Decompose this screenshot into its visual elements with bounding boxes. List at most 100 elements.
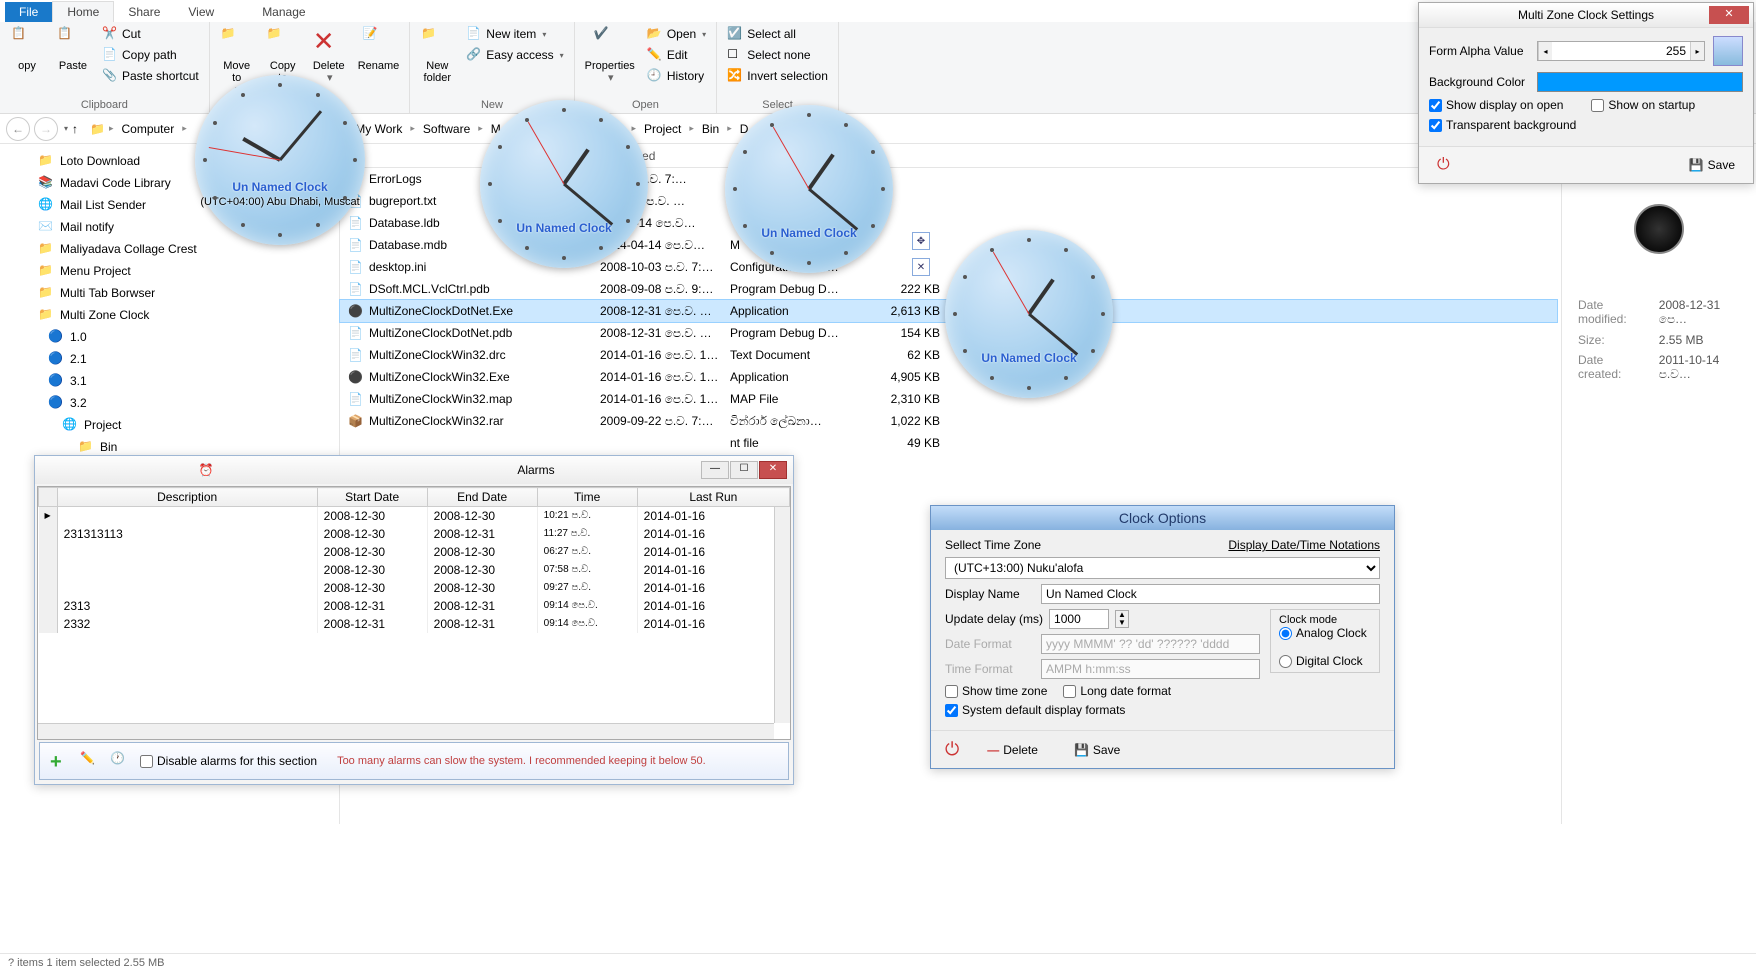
alarm-row[interactable]: 2008-12-302008-12-3009:27 ප.ව.2014-01-16	[39, 579, 790, 597]
tree-item[interactable]: 📁Multi Tab Borwser	[0, 282, 339, 304]
select-none-button[interactable]: ☐Select none	[723, 45, 832, 65]
edit-alarm-button[interactable]: ✏️	[80, 751, 100, 771]
new-item-button[interactable]: 📄New item▾	[462, 24, 567, 44]
clock-options-title: Clock Options	[931, 506, 1394, 530]
cut-button[interactable]: ✂️Cut	[98, 24, 203, 44]
analog-clock-1[interactable]: Un Named Clock(UTC+04:00) Abu Dhabi, Mus…	[195, 75, 365, 245]
analog-clock-4[interactable]: Un Named Clock	[945, 230, 1113, 398]
long-date-checkbox[interactable]: Long date format	[1063, 684, 1171, 698]
paste-shortcut-button[interactable]: 📎Paste shortcut	[98, 66, 203, 86]
breadcrumb-bin[interactable]: Bin	[698, 122, 723, 136]
alarm-row[interactable]: 2008-12-302008-12-3006:27 ප.ව.2014-01-16	[39, 543, 790, 561]
timezone-select[interactable]: (UTC+13:00) Nuku'alofa	[945, 557, 1380, 579]
alarms-window: ⏰ Alarms — ☐ ✕ Description Start Date En…	[34, 455, 794, 785]
show-on-open-checkbox[interactable]: Show display on open	[1429, 98, 1563, 112]
delete-button[interactable]: —Delete	[979, 740, 1046, 760]
details-pane: Date modified:2008-12-31 පෙ… Size:2.55 M…	[1561, 144, 1756, 824]
copy-button[interactable]: 📋opy	[6, 24, 48, 74]
scrollbar-horizontal[interactable]	[38, 723, 774, 739]
time-format-input[interactable]	[1041, 659, 1260, 679]
disable-alarms-checkbox[interactable]: Disable alarms for this section	[140, 754, 317, 768]
spin-right-button[interactable]: ▸	[1690, 42, 1704, 60]
paste-button[interactable]: 📋Paste	[52, 24, 94, 74]
alarms-grid[interactable]: Description Start Date End Date Time Las…	[37, 486, 791, 740]
invert-selection-button[interactable]: 🔀Invert selection	[723, 66, 832, 86]
save-button[interactable]: 💾Save	[1681, 153, 1743, 177]
tree-item[interactable]: 📁Menu Project	[0, 260, 339, 282]
alarm-row[interactable]: 2008-12-302008-12-3007:58 ප.ව.2014-01-16	[39, 561, 790, 579]
properties-button[interactable]: ✔️Properties▾	[581, 24, 639, 86]
breadcrumb-computer[interactable]: Computer	[118, 122, 179, 136]
delay-input[interactable]	[1049, 609, 1109, 629]
tree-item[interactable]: 📁Multi Zone Clock	[0, 304, 339, 326]
alarm-row[interactable]: 23132008-12-312008-12-3109:14 පෙ.ව.2014-…	[39, 597, 790, 615]
easy-access-button[interactable]: 🔗Easy access▾	[462, 45, 567, 65]
power-button[interactable]: ⏻	[1429, 153, 1458, 177]
status-bar: ? items 1 item selected 2.55 MB	[0, 953, 1756, 975]
tree-item[interactable]: 🔵3.2	[0, 392, 339, 414]
tab-manage[interactable]: Manage	[248, 2, 319, 22]
spin-icon[interactable]: ▲▼	[1115, 610, 1129, 628]
open-button[interactable]: 📂Open▾	[643, 24, 710, 44]
alarm-icon: ⏰	[41, 463, 371, 477]
alpha-input[interactable]	[1552, 42, 1690, 60]
show-on-startup-checkbox[interactable]: Show on startup	[1591, 98, 1695, 112]
power-icon[interactable]: ⏻	[945, 739, 959, 760]
transparent-bg-checkbox[interactable]: Transparent background	[1429, 118, 1576, 132]
new-folder-button[interactable]: 📁New folder	[416, 24, 458, 86]
save-button[interactable]: 💾Save	[1066, 740, 1128, 760]
maximize-button[interactable]: ☐	[730, 461, 758, 479]
tree-item[interactable]: 🔵1.0	[0, 326, 339, 348]
tab-home[interactable]: Home	[52, 1, 114, 22]
analog-radio[interactable]: Analog Clock	[1279, 626, 1371, 640]
tree-item[interactable]: 🌐Project	[0, 414, 339, 436]
spin-left-button[interactable]: ◂	[1538, 42, 1552, 60]
history-button[interactable]: 🕘History	[643, 66, 710, 86]
chevron-down-icon[interactable]: ▾	[64, 124, 68, 133]
select-all-button[interactable]: ☑️Select all	[723, 24, 832, 44]
close-button[interactable]: ✕	[1709, 6, 1749, 24]
bg-color-swatch[interactable]	[1537, 72, 1743, 92]
forward-button[interactable]: →	[34, 117, 58, 141]
breadcrumb-software[interactable]: Software	[419, 122, 474, 136]
back-button[interactable]: ←	[6, 117, 30, 141]
alpha-spinner[interactable]: ◂ ▸	[1537, 41, 1705, 61]
digital-radio[interactable]: Digital Clock	[1279, 654, 1371, 668]
alarm-row[interactable]: ▶2008-12-302008-12-3010:21 ප.ව.2014-01-1…	[39, 507, 790, 525]
analog-clock-2[interactable]: Un Named Clock	[480, 100, 648, 268]
minimize-button[interactable]: —	[701, 461, 729, 479]
settings-title: Multi Zone Clock Settings ✕	[1419, 3, 1753, 28]
notations-link[interactable]: Display Date/Time Notations	[1228, 538, 1380, 552]
sys-default-checkbox[interactable]: System default display formats	[945, 703, 1125, 717]
settings-dialog: Multi Zone Clock Settings ✕ Form Alpha V…	[1418, 2, 1754, 184]
alarms-title: Alarms	[371, 463, 701, 477]
add-alarm-button[interactable]: +	[50, 751, 70, 771]
file-row[interactable]: nt file49 KB	[340, 432, 1557, 454]
file-row[interactable]: 📦MultiZoneClockWin32.rar2009-09-22 ප.ව. …	[340, 410, 1557, 432]
clock-mode-group: Clock mode Analog Clock Digital Clock	[1270, 609, 1380, 673]
analog-clock-3[interactable]: Un Named Clock	[725, 105, 893, 273]
clipboard-label: Clipboard	[6, 97, 203, 111]
scrollbar-vertical[interactable]	[774, 507, 790, 723]
tab-file[interactable]: File	[5, 2, 52, 22]
tab-share[interactable]: Share	[114, 2, 174, 22]
up-button[interactable]: ↑	[72, 122, 78, 136]
close-handle-icon[interactable]: ✕	[912, 258, 930, 276]
copy-path-button[interactable]: 📄Copy path	[98, 45, 203, 65]
rename-button[interactable]: 📝Rename	[354, 24, 404, 74]
tree-item[interactable]: 🔵3.1	[0, 370, 339, 392]
alarm-row[interactable]: 2313131132008-12-302008-12-3111:27 ප.ව.2…	[39, 525, 790, 543]
gradient-icon	[1713, 36, 1743, 66]
tab-view[interactable]: View	[174, 2, 228, 22]
tree-item[interactable]: 🔵2.1	[0, 348, 339, 370]
warning-text: Too many alarms can slow the system. I r…	[337, 755, 706, 767]
show-timezone-checkbox[interactable]: Show time zone	[945, 684, 1047, 698]
clock-alarm-button[interactable]: 🕐	[110, 751, 130, 771]
alarm-row[interactable]: 23322008-12-312008-12-3109:14 පෙ.ව.2014-…	[39, 615, 790, 633]
close-button[interactable]: ✕	[759, 461, 787, 479]
edit-button[interactable]: ✏️Edit	[643, 45, 710, 65]
date-format-input[interactable]	[1041, 634, 1260, 654]
clock-options-window: Clock Options Sellect Time Zone Display …	[930, 505, 1395, 769]
move-handle-icon[interactable]: ✥	[912, 232, 930, 250]
display-name-input[interactable]	[1041, 584, 1380, 604]
